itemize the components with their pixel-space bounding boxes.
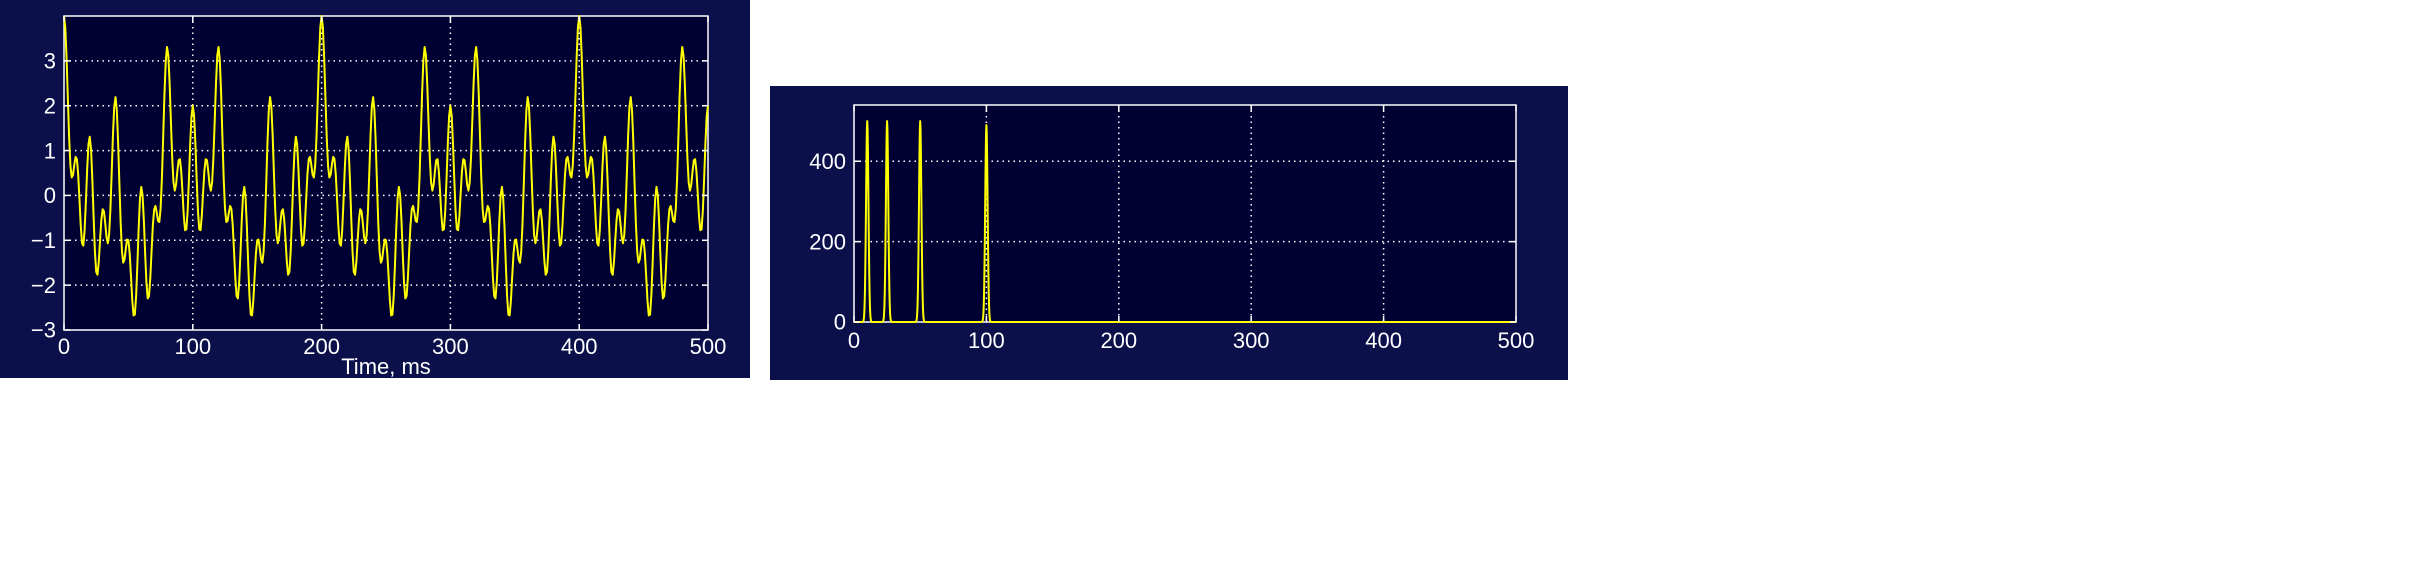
y-tick-label: −3 [31, 318, 56, 343]
y-tick-label: 200 [809, 229, 846, 254]
y-tick-label: 2 [44, 93, 56, 118]
time-domain-chart: 0 100 200 300 400 500 −3 −2 −1 0 1 2 3 Time, ms [0, 0, 750, 378]
plot-area [854, 105, 1516, 322]
y-tick-label: −2 [31, 273, 56, 298]
axes-border [63, 15, 709, 331]
x-tick-label: 100 [174, 334, 211, 359]
data-line [63, 15, 709, 317]
x-axis-label: Time, ms [341, 354, 431, 378]
y-tick-label: 0 [44, 183, 56, 208]
x-tick-label: 200 [303, 334, 340, 359]
y-tick-label: 1 [44, 138, 56, 163]
data-line [853, 120, 1517, 323]
x-tick-label: 200 [1100, 328, 1137, 353]
x-tick-label: 300 [432, 334, 469, 359]
x-tick-label: 100 [968, 328, 1005, 353]
x-tick-label: 500 [690, 334, 727, 359]
x-tick-label: 500 [1498, 328, 1535, 353]
x-tick-label: 300 [1233, 328, 1270, 353]
y-tick-label: 400 [809, 149, 846, 174]
x-tick-label: 0 [848, 328, 860, 353]
y-tick-label: 0 [834, 310, 846, 335]
x-tick-label: 0 [58, 334, 70, 359]
y-tick-label: 3 [44, 49, 56, 74]
y-tick-label: −1 [31, 228, 56, 253]
plot-area [64, 16, 708, 330]
x-tick-label: 400 [1365, 328, 1402, 353]
spectrum-chart: 0 100 200 300 400 500 0 200 400 [770, 86, 1568, 380]
x-tick-label: 400 [561, 334, 598, 359]
